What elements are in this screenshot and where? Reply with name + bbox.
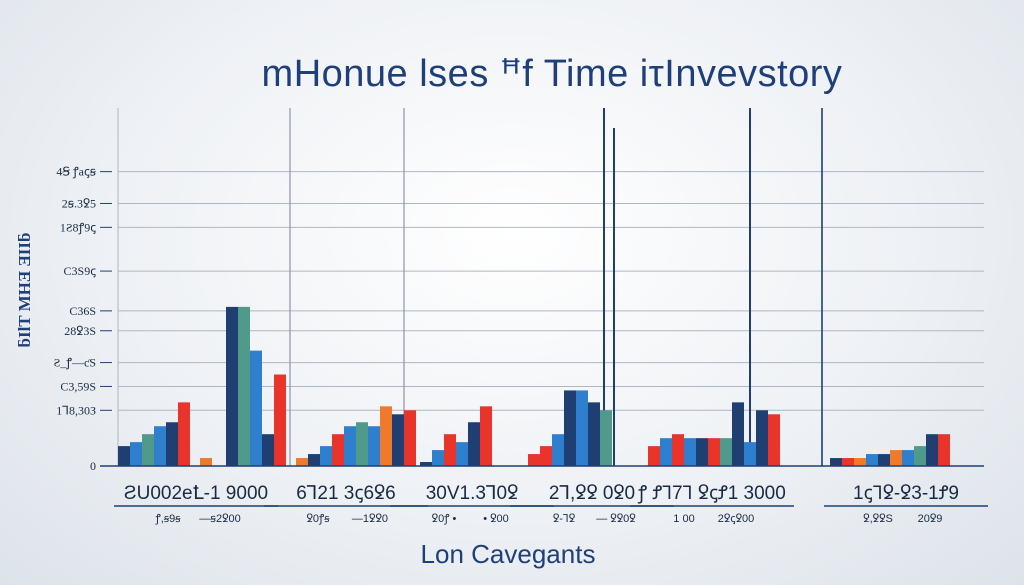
bar [130,442,142,466]
bar [308,454,320,466]
bar [684,438,696,466]
group-sublabel: ꝿ0ꝭ • [432,513,457,525]
bar [696,438,708,466]
group-sublabel: 20ꝿ9 [918,513,943,525]
group-sublabel: ꝿ-Ꞁꝿ [553,513,575,525]
y-tick-label: 1Ƨ8ꝭ9ꞔ [60,220,96,234]
bar [332,434,344,466]
bar [154,426,166,466]
bar [262,434,274,466]
bar [468,422,480,466]
bar [320,446,332,466]
bar [902,450,914,466]
group-sublabel: — ꝿꝿ0ꝿ [596,513,636,525]
bar [226,306,238,466]
bar [842,458,854,466]
bar [938,434,950,466]
bar [238,306,250,466]
bar [866,454,878,466]
bar [200,458,212,466]
bar [672,434,684,466]
bar [250,350,262,466]
bar [166,422,178,466]
bar [540,446,552,466]
bar [720,438,732,466]
group-sublabel: 2ꝿꞔꝿ00 [718,513,755,525]
bar [854,458,866,466]
group-sublabel: —ꞩ2ꝿ00 [199,513,241,525]
y-tick-label: 1Ꞁ8,30З [56,403,96,417]
group-label: 6Ꞁ21 3ꞔ6ꝿ6 [296,483,396,504]
bar [878,454,890,466]
group-sublabel: • ꝿ00 [483,513,509,525]
y-tick-label: C3S9ꞔ [64,264,97,278]
bar [444,434,456,466]
bar [914,446,926,466]
bar [576,390,588,466]
gridlines [118,171,984,411]
bar [274,374,286,466]
bar [392,414,404,466]
bar [756,410,768,466]
group-sublabel: ꝭ,ꞩ9ꞩ [155,513,182,525]
bar [296,458,308,466]
y-tick-label: 2ꞩ.3ꝿ5 [62,196,96,210]
bar [660,438,672,466]
bar [926,434,938,466]
bar [432,450,444,466]
vertical-dividers [117,108,823,466]
bar [380,406,392,466]
y-axis-ticks: 0 1Ꞁ8,30З C3,59S Ƨ_ꝭ—ƈS 28ꝿ3S C36S C3S9ꞔ 1Ƨ8ꝭ9ꞔ… [54,165,112,473]
group-label: 2Ꞁ,ꝿꝿ 0ꝿ0 [549,483,635,504]
group-label: ꝭ ꝬꞀ7Ꞁ ꝿꞔꝬ1 3000 [637,483,786,504]
bar [732,402,744,466]
bar [480,406,492,466]
bar [708,438,720,466]
y-tick-label: 4Ꞩ ꝭaꞔꞩ [56,165,96,179]
group-sublabel: ꝿ0ꝭꞩ [306,513,330,525]
bar [600,410,612,466]
y-tick-label: 28ꝿ3S [64,324,96,338]
bar [142,434,154,466]
y-axis-label: ƃIlT MHƎ ƎIIƃ [15,233,34,348]
group-label: 30V1.3Ꞁ0ꝿ [426,483,519,504]
y-tick-label: Ƨ_ꝭ—ƈS [54,356,96,370]
y-tick-label: 0 [90,459,96,473]
bar [890,450,902,466]
bar [420,462,432,466]
y-tick-label: C36S [69,304,96,318]
bar [648,446,660,466]
chart-title: mHonue lses ꟸf Time iτInvevstory [262,53,843,95]
bar-series [118,306,950,466]
bar [368,426,380,466]
bar [404,410,416,466]
bar [178,402,190,466]
bar [564,390,576,466]
bar [552,434,564,466]
bar [830,458,842,466]
bar [528,454,540,466]
bar [744,442,756,466]
bar [118,446,130,466]
group-label: 1ꞔꞀꝿ-ꝿ3-1Ꝭ9 [853,483,959,504]
group-sublabel: 1 00 [673,513,694,525]
group-sublabel: —1ꝿꝿ0 [352,513,388,525]
x-axis-label: Lon Cavegants [421,539,596,569]
group-label: ƧU002eꝈ-1 9000 [124,483,268,504]
bar [588,402,600,466]
y-tick-label: C3,59S [60,379,96,393]
bar [356,422,368,466]
bar [344,426,356,466]
bar [768,414,780,466]
x-axis-group-labels: ƧU002eꝈ-1 9000 ꝭ,ꞩ9ꞩ —ꞩ2ꝿ00 6Ꞁ21 3ꞔ6ꝿ6 ꝿ0ꝭꞩ —… [114,483,988,525]
bar [456,442,468,466]
group-sublabel: ꝿ,ꝿꝿS [863,513,893,525]
